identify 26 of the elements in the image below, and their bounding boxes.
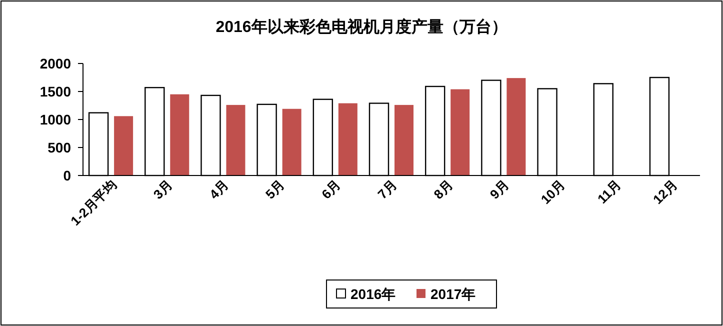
x-tick-label: 4月 [206, 177, 232, 202]
bar [394, 104, 414, 176]
y-tick-label: 0 [63, 168, 72, 184]
bar [226, 104, 246, 176]
x-tick-label: 6月 [318, 177, 344, 202]
y-tick-label: 1000 [40, 112, 72, 128]
bar [282, 108, 302, 176]
x-tick-label: 3月 [150, 177, 176, 202]
x-tick-label: 10月 [538, 177, 568, 208]
y-tick-label: 500 [48, 140, 72, 156]
bar [170, 94, 190, 176]
bar [450, 89, 470, 176]
x-tick-label: 5月 [262, 177, 288, 202]
x-tick-label: 7月 [374, 177, 400, 202]
x-tick-label: 8月 [430, 177, 456, 202]
legend-label: 2016年 [350, 286, 396, 302]
bar [338, 103, 358, 176]
y-tick-label: 1500 [40, 84, 72, 100]
bar [114, 116, 134, 176]
chart-title: 2016年以来彩色电视机月度产量（万台） [216, 17, 508, 36]
x-tick-label: 9月 [486, 177, 512, 202]
bar [506, 78, 526, 176]
y-tick-label: 2000 [40, 56, 72, 72]
x-tick-label: 11月 [594, 177, 624, 207]
x-tick-label: 12月 [650, 177, 680, 208]
legend-label: 2017年 [430, 286, 476, 302]
